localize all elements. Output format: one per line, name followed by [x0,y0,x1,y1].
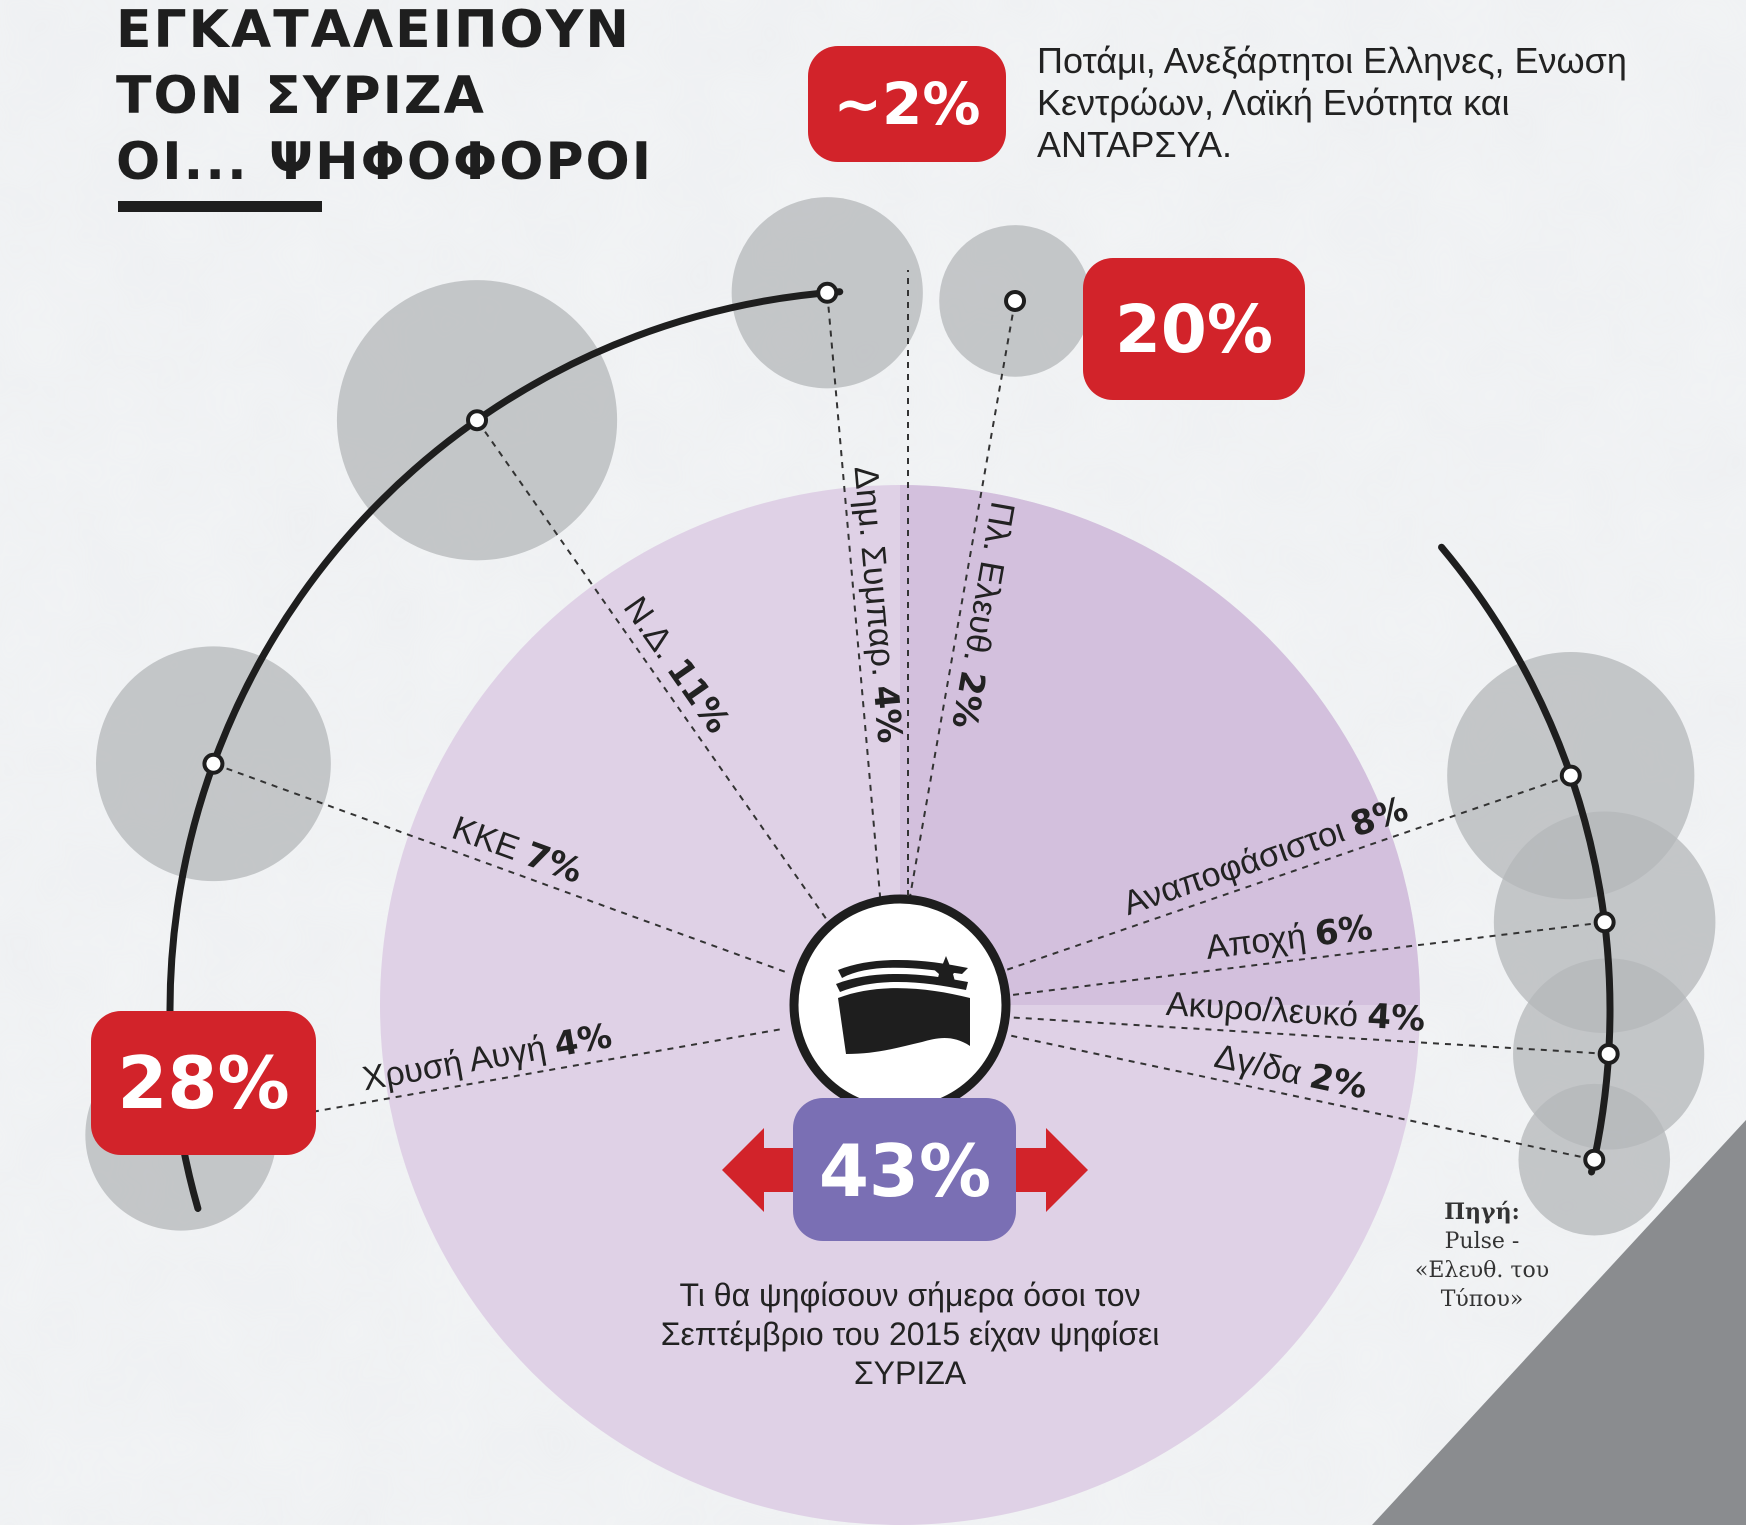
label-value-αποχή: 6% [1313,908,1375,955]
source-text: Pulse - «Ελευθ. του Τύπου» [1414,1229,1550,1313]
arrow-right [1012,1128,1088,1212]
retained-badge [793,1098,1016,1241]
title-line-1: ΕΓΚΑΤΑΛΕΙΠΟΥΝ [116,0,631,60]
leader-δγ-δα [999,1032,1595,1161]
dot-αποχή [1593,911,1616,934]
title-line-2: ΤΟΝ ΣΥΡΙΖΑ [116,66,486,126]
source-note: Πηγή: Pulse - «Ελευθ. του Τύπου» [1402,1198,1562,1314]
retained-badge-value: 43% [819,1129,991,1213]
dot-δημ-συμπαρ [816,281,839,304]
leader-ν-δ [476,419,827,919]
leader-δημ-συμπαρ [826,292,882,899]
leader-πλ-ελευθ [908,300,1017,900]
others-note: Ποτάμι, Ανεξάρτητοι Ελληνες, Ενωση Κεντρ… [1037,40,1627,166]
label-value-ακυρο-λευκό: 4% [1366,996,1426,1039]
label-value-πλ-ελευθ: 2% [943,668,992,732]
leader-κκε [213,762,786,973]
label-value-δημ-συμπαρ: 4% [865,684,910,745]
others-badge: ~2% [808,46,1006,162]
arrow-left [722,1128,798,1212]
title-line-3: ΟΙ... ΨΗΦΟΦΟΡΟΙ [116,132,654,192]
syriza-flag-logo-icon [836,956,970,1054]
dot-πλ-ελευθ [1004,289,1027,312]
title-rule [118,201,322,212]
arc-right [1438,543,1614,1176]
retained-wedge [900,485,1420,1005]
leader-ακυρο-λευκό [1001,1015,1609,1055]
leader-αναποφάσιστοι [995,774,1572,975]
source-label: Πηγή: [1444,1199,1520,1225]
left-group-badge: 28% [91,1011,316,1155]
dot-ν-δ [466,409,489,432]
dot-αναποφάσιστοι [1559,764,1582,787]
right-group-badge: 20% [1083,258,1305,400]
label-value-χρυσή-αυγή: 4% [551,1016,615,1065]
chart-caption: Τι θα ψηφίσουν σήμερα όσοι τον Σεπτέμβρι… [660,1277,1160,1392]
dot-ακυρο-λευκό [1597,1042,1620,1065]
dot-κκε [202,752,225,775]
dot-δγ-δα [1583,1148,1606,1171]
leader-αποχή [1001,921,1605,998]
corner-triangle [1372,1120,1746,1525]
